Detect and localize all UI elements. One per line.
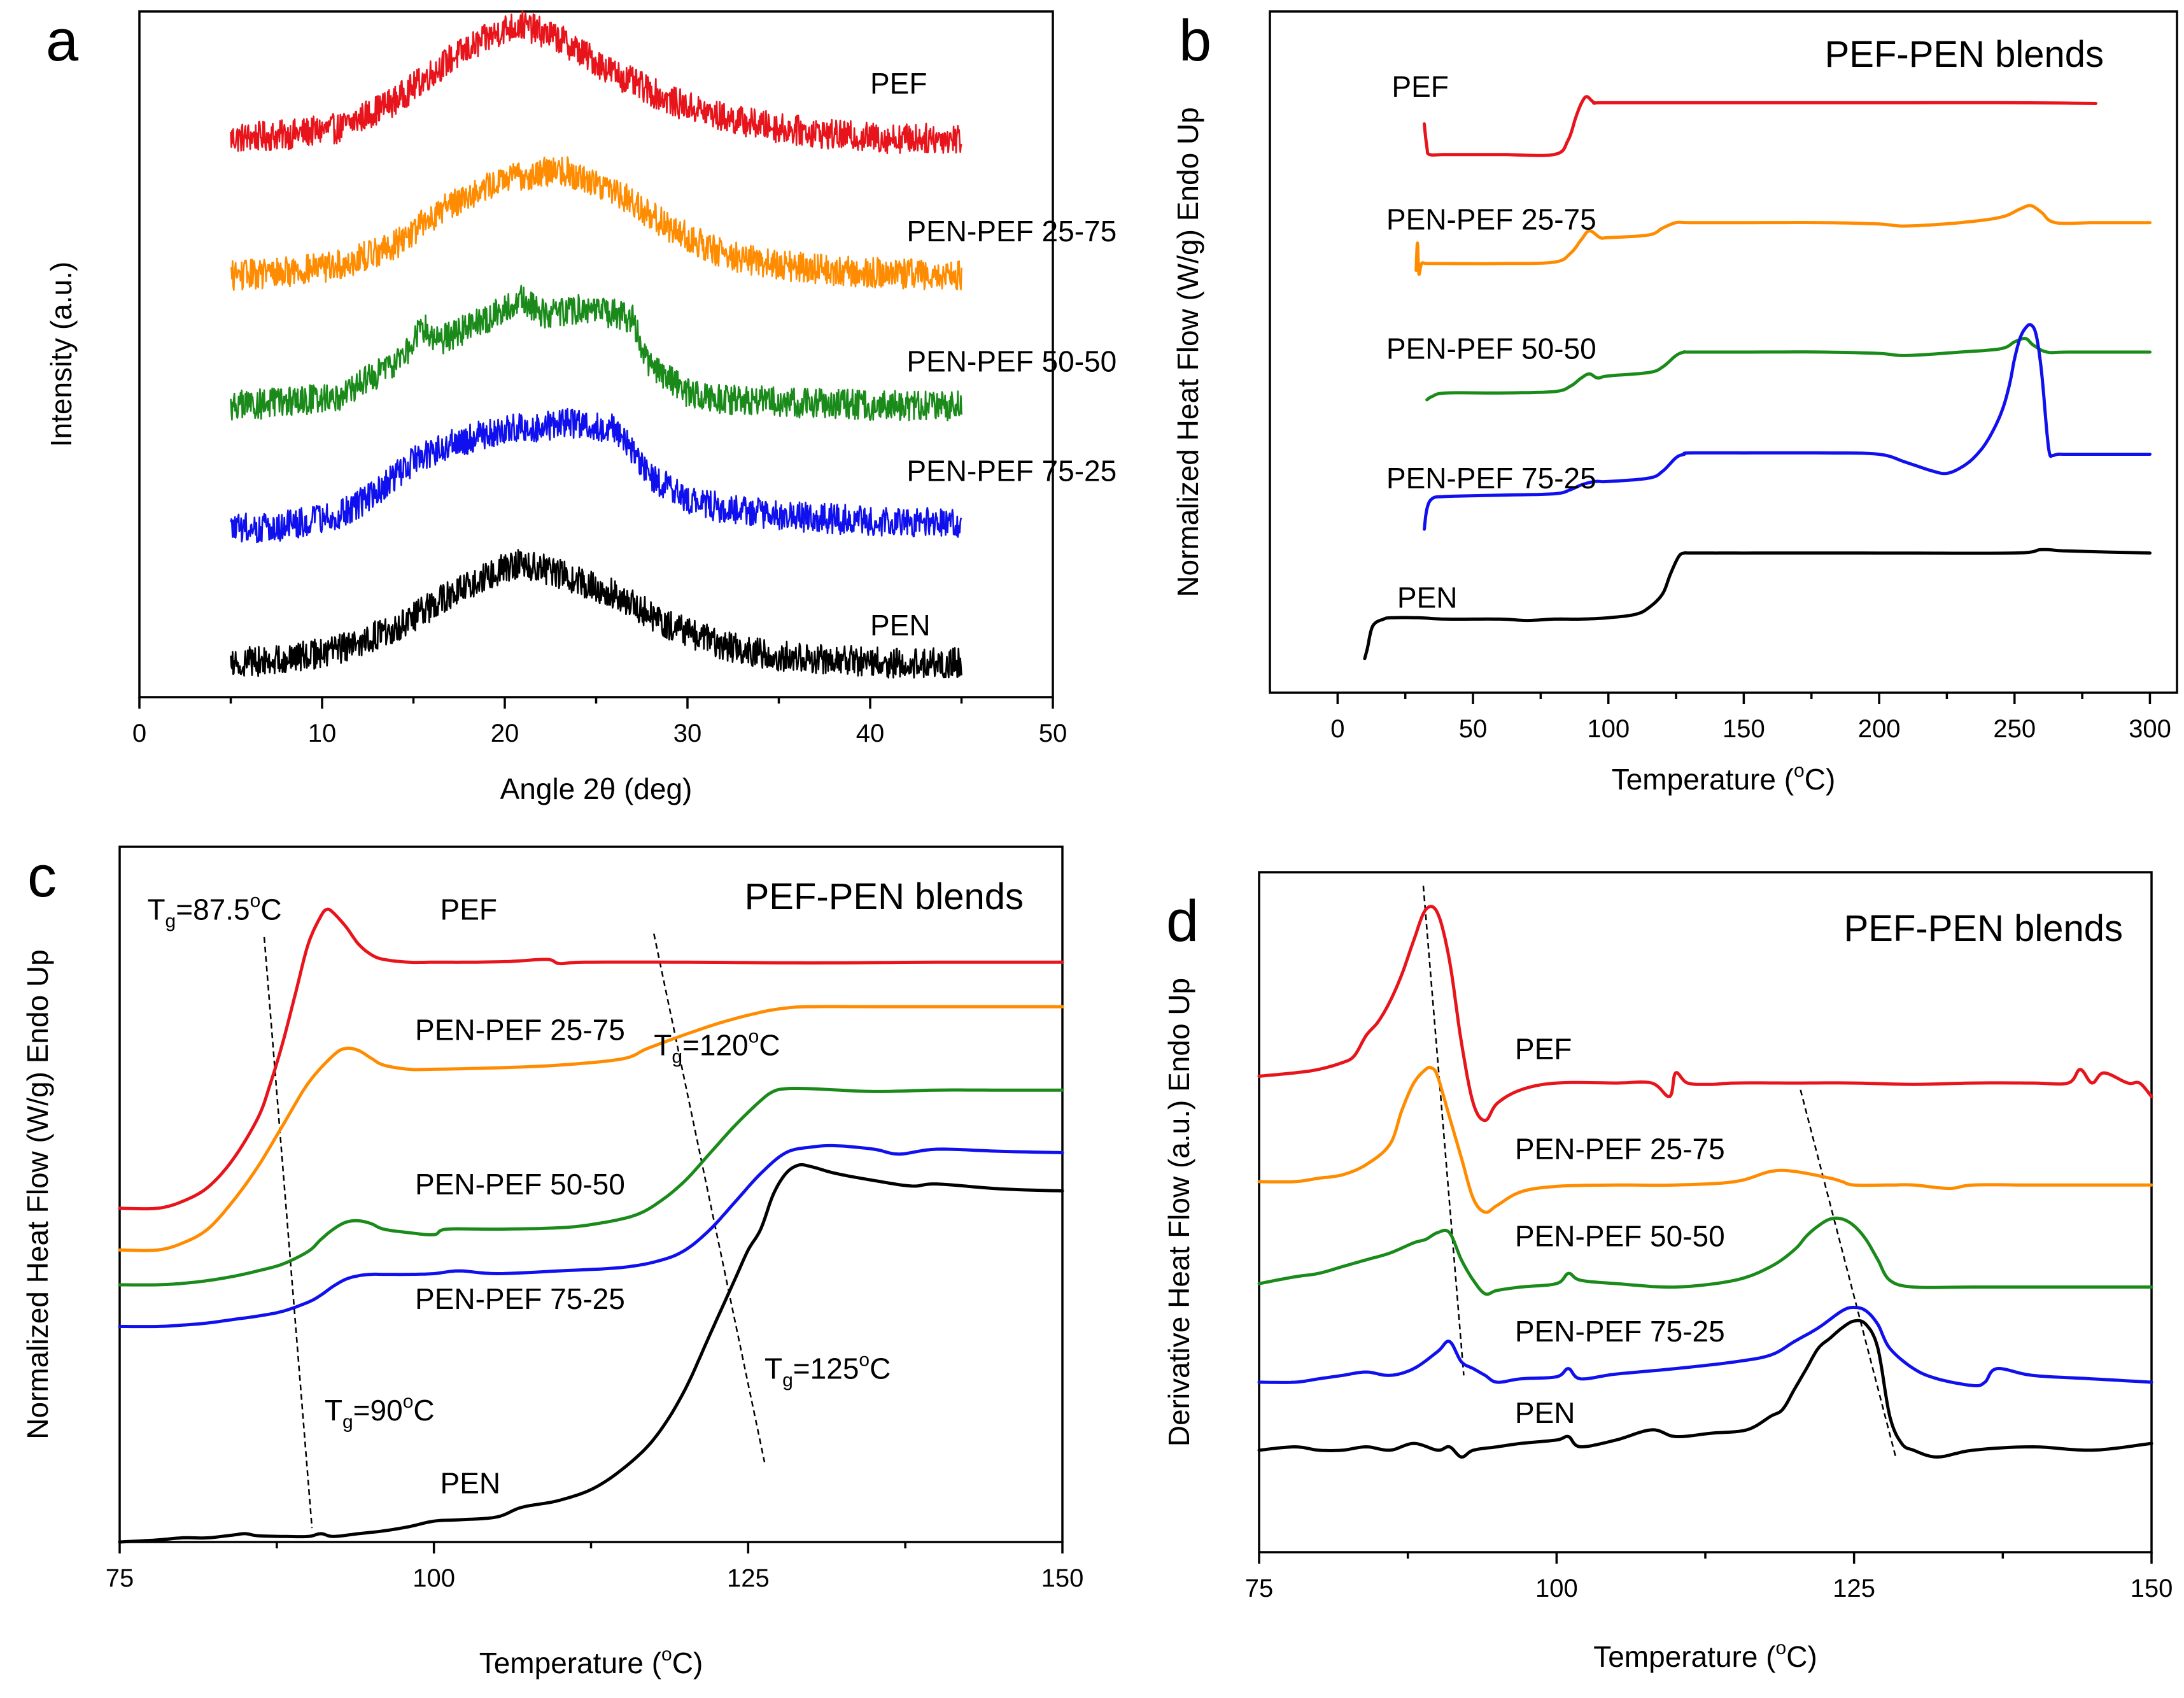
series-label: PEN-PEF 75-25 [1386,462,1596,495]
panel-a: a 0 10 20 30 40 50 Angle 2θ (deg) Intensity (a.u… [45,8,1117,805]
series-line-pef [1257,905,2153,1122]
chart-title: PEF-PEN blends [1825,34,2104,75]
series-line-pen-pef-50-50 [1425,337,2152,402]
x-tick-label: 100 [1587,715,1630,743]
degree-sign: o [1776,1638,1787,1659]
tg-guide-line [263,937,313,1529]
x-tick-label: 100 [1535,1574,1578,1602]
series-line-pen-pef-25-75 [118,1005,1064,1252]
series-label: PEN-PEF 75-25 [1515,1315,1725,1348]
chart-title: PEF-PEN blends [745,876,1024,917]
x-tick-label: 150 [2131,1574,2173,1602]
series-line-pen [1257,1319,2153,1459]
panel-letter: d [1166,889,1199,954]
series-line-pen-pef-25-75 [1257,1065,2153,1214]
tg-guide-line [653,933,766,1462]
x-axis-title: Angle 2θ (deg) [500,772,693,805]
series-label: PEN-PEF 75-25 [906,455,1117,488]
y-axis-title: Normalized Heat Flow (W/g) Endo Up [21,949,54,1439]
x-tick-label: 125 [727,1564,770,1592]
series-label: PEF [1515,1033,1572,1066]
plot-frame [1269,10,2178,694]
panel-d: d 75 100 125 150 Temperature (oC) Derivative H… [1162,871,2173,1673]
series-line-pen-pef-75-25 [118,1143,1064,1329]
panel-c: c 75 100 125 150 Temperature (oC) Normalized H… [21,844,1083,1680]
degree-sign: o [1794,760,1805,781]
panel-letter: c [27,844,57,909]
series-line-pen-pef-50-50 [1257,1216,2153,1296]
x-tick-label: 100 [412,1564,455,1592]
series-line-pen-pef-25-75 [1414,204,2152,276]
series-label: PEF [1391,70,1448,103]
series-line-pef [230,10,962,155]
x-tick-label: 50 [1039,719,1067,747]
chart-title: PEF-PEN blends [1844,908,2123,949]
y-axis-title: Normalized Heat Flow (W/g) Endo Up [1171,107,1204,597]
series-line-pen-pef-75-25 [1257,1306,2153,1387]
series-label: PEN-PEF 50-50 [1386,332,1596,365]
unit-rest: C) [1786,1640,1817,1673]
x-tick-label: 50 [1459,715,1488,743]
tg-guide-line [1800,1089,1897,1457]
unit-rest: C) [1805,763,1836,796]
series-label: PEN-PEF 75-25 [415,1282,625,1315]
series-label: PEN [1515,1396,1575,1429]
tg-annotation: Tg=120oC [654,1026,780,1068]
series-label: PEF [440,893,497,926]
series-line-pen-pef-50-50 [118,1087,1064,1287]
tg-guide-line [1422,886,1465,1376]
series-line-pef [1423,95,2097,157]
x-tick-label: 0 [1330,715,1344,743]
x-tick-label: 150 [1723,715,1765,743]
x-tick-label: 10 [308,719,337,747]
series-line-pen [1363,548,2152,660]
tg-annotation: Tg=87.5oC [147,891,281,932]
series-line-pen-pef-75-25 [230,407,962,544]
series-line-pen-pef-50-50 [230,285,962,421]
series-label: PEN [440,1467,501,1500]
x-tick-label: 30 [673,719,702,747]
series-line-pen-pef-25-75 [230,156,962,291]
x-tick-label: 200 [1858,715,1901,743]
x-tick-label: 75 [1245,1574,1274,1602]
y-axis-title: Intensity (a.u.) [45,262,78,447]
series-line-pen-pef-75-25 [1423,323,2152,531]
x-axis-title: Temperature (oC) [1612,760,1836,796]
series-label: PEN-PEF 25-75 [1515,1133,1725,1166]
panel-letter: b [1179,8,1211,73]
series-label: PEN-PEF 50-50 [415,1168,625,1201]
series-label: PEN [870,609,931,642]
x-tick-label: 300 [2129,715,2171,743]
series-label: PEN-PEF 25-75 [906,215,1117,248]
series-label: PEN-PEF 25-75 [1386,202,1596,236]
tg-annotation: Tg=90oC [325,1391,435,1433]
series-line-pen [230,549,962,679]
unit-rest: C) [672,1646,703,1680]
series-label: PEN-PEF 25-75 [415,1014,625,1047]
x-tick-label: 150 [1041,1564,1084,1592]
tg-annotation: Tg=125oC [764,1349,891,1390]
series-label: PEN-PEF 50-50 [906,344,1117,378]
series-label: PEN [1397,581,1458,614]
series-line-pen [118,1163,1064,1544]
panel-b: b 0 50 100 150 200 250 300 Temperature (oC) Norma… [1171,8,2178,796]
series-label: PEF [870,67,927,100]
x-axis-title: Temperature (oC) [479,1644,703,1680]
x-tick-label: 250 [1993,715,2036,743]
series-label: PEN-PEF 50-50 [1515,1219,1725,1252]
x-tick-label: 125 [1833,1574,1875,1602]
panel-letter: a [46,8,79,73]
x-tick-label: 0 [132,719,146,747]
x-tick-label: 20 [491,719,519,747]
degree-sign: o [661,1644,672,1665]
series-line-pef [118,907,1064,1211]
y-axis-title: Derivative Heat Flow (a.u.) Endo Up [1162,978,1195,1447]
x-tick-label: 75 [106,1564,134,1592]
x-axis-title: Temperature (oC) [1593,1638,1817,1673]
x-tick-label: 40 [856,719,885,747]
